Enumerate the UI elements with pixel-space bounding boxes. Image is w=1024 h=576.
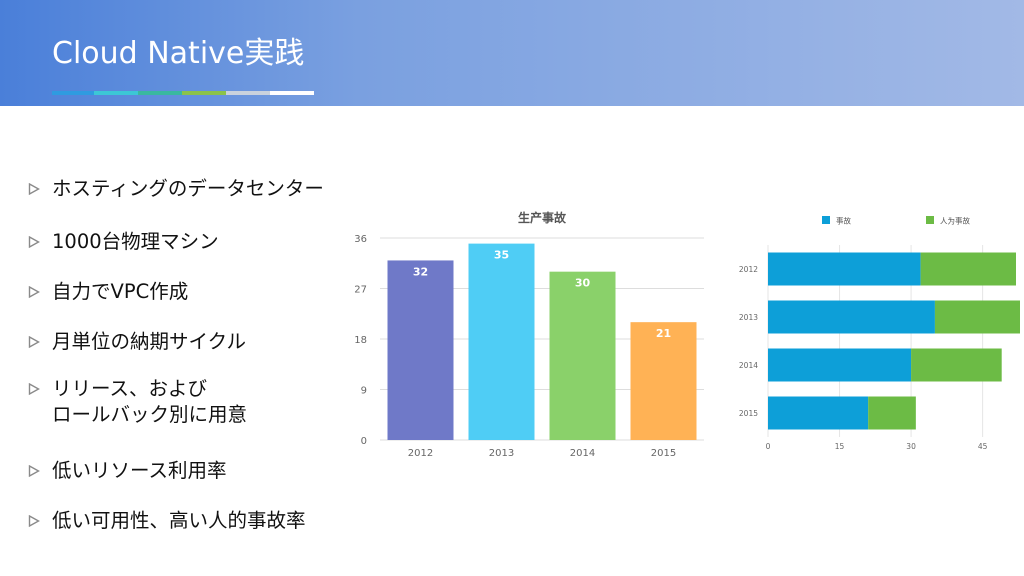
bullet-text: 月単位の納期サイクル xyxy=(52,330,247,353)
x-tick-label: 15 xyxy=(835,442,845,451)
x-tick-label: 2015 xyxy=(651,448,676,459)
bullet-text-line2: ロールバック別に用意 xyxy=(52,403,248,426)
slide-title: Cloud Native実践 xyxy=(52,36,305,71)
x-tick-label: 0 xyxy=(766,442,771,451)
slide-header: Cloud Native実践 xyxy=(0,0,1024,106)
bar-segment xyxy=(868,396,916,430)
y-tick-label: 27 xyxy=(354,285,367,296)
y-tick-label: 2013 xyxy=(739,313,758,322)
bar-segment xyxy=(768,348,912,382)
bullet-text: 自力でVPC作成 xyxy=(52,280,189,303)
triangle-bullet-icon xyxy=(28,236,40,248)
triangle-bullet-icon xyxy=(28,465,40,477)
bar-segment xyxy=(911,348,1002,382)
x-tick-label: 2013 xyxy=(489,448,514,459)
triangle-bullet-icon xyxy=(28,183,40,195)
y-tick-label: 0 xyxy=(361,436,367,447)
bullet-text: ホスティングのデータセンター xyxy=(52,177,324,200)
legend-label: 事故 xyxy=(836,216,851,226)
bar-segment xyxy=(920,252,1016,286)
bullet-text: リリース、および xyxy=(52,377,208,400)
triangle-bullet-icon xyxy=(28,383,40,395)
bar xyxy=(549,271,616,440)
triangle-bullet-icon xyxy=(28,286,40,298)
data-label: 21 xyxy=(656,327,671,340)
bullet-text: 低い可用性、高い人的事故率 xyxy=(52,509,306,532)
bar-segment xyxy=(934,300,1020,334)
y-tick-label: 9 xyxy=(361,386,367,397)
data-label: 32 xyxy=(413,265,428,278)
y-tick-label: 2014 xyxy=(739,361,758,370)
x-tick-label: 2014 xyxy=(570,448,595,459)
bar xyxy=(630,322,697,440)
x-tick-label: 45 xyxy=(978,442,988,451)
accent-segment xyxy=(270,91,314,95)
accent-segment xyxy=(182,91,226,95)
bar-segment xyxy=(768,252,921,286)
data-label: 30 xyxy=(575,277,591,290)
triangle-bullet-icon xyxy=(28,515,40,527)
bar xyxy=(468,243,535,440)
bar xyxy=(387,260,454,440)
bar-segment xyxy=(768,300,935,334)
data-label: 35 xyxy=(494,249,509,262)
accent-segment xyxy=(94,91,138,95)
accent-segment xyxy=(226,91,270,95)
x-tick-label: 2012 xyxy=(408,448,433,459)
accidents-stacked-bar-chart: 事故 人为事故 0 15 30 45 2012 2013 2014 2015 xyxy=(739,216,1020,451)
chart-title: 生产事故 xyxy=(518,210,567,225)
y-tick-label: 18 xyxy=(354,335,367,346)
accidents-bar-chart: 生产事故 0 9 18 27 36 32 2012 35 2013 30 2014 21 2015 xyxy=(354,210,704,459)
triangle-bullet-icon xyxy=(28,336,40,348)
bullet-text: 1000台物理マシン xyxy=(52,230,219,253)
legend-label: 人为事故 xyxy=(940,216,970,226)
bar-segment xyxy=(768,396,869,430)
accent-segment xyxy=(138,91,182,95)
accent-segment xyxy=(52,91,94,95)
legend-swatch xyxy=(926,216,934,224)
bullet-text: 低いリソース利用率 xyxy=(52,459,227,482)
y-tick-label: 36 xyxy=(354,234,367,245)
x-tick-label: 30 xyxy=(906,442,916,451)
y-tick-label: 2015 xyxy=(739,409,758,418)
legend-swatch xyxy=(822,216,830,224)
y-tick-label: 2012 xyxy=(739,265,758,274)
